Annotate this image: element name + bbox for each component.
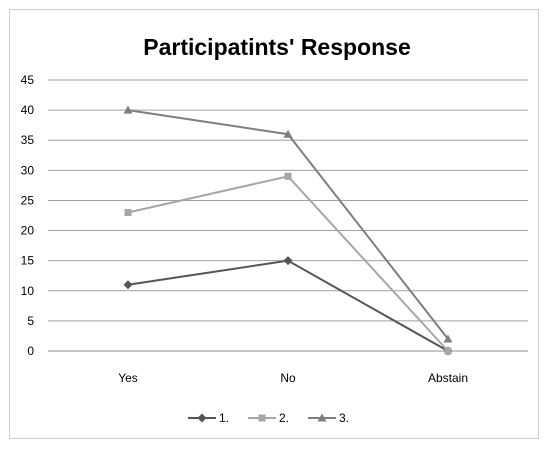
series-2 [124,172,452,355]
y-tick-label: 5 [27,314,34,328]
data-point [124,208,132,216]
series-line [127,109,449,340]
x-axis-ticks: Yes No Abstain [118,371,468,385]
y-tick-label: 15 [21,254,35,268]
series-1 [123,256,453,356]
series-3 [123,105,453,343]
series-line [127,259,449,352]
chart-title: Participatints' Response [143,34,411,60]
data-point [444,347,452,355]
y-tick-label: 35 [21,133,35,147]
legend: 1. 2. 3. [188,411,349,425]
chart-frame: Participatints' Response 0 5 10 15 20 25 30 35 4… [9,9,539,439]
gridlines [48,79,528,352]
legend-label: 1. [219,411,229,425]
line-chart: Participatints' Response 0 5 10 15 20 25 30 35 4… [21,34,528,425]
data-point [443,334,453,343]
data-point [283,129,293,138]
data-point [284,172,292,180]
y-tick-label: 30 [21,163,35,177]
data-point [283,256,293,266]
x-tick-label: Yes [118,371,138,385]
legend-item: 3. [308,411,349,425]
y-tick-label: 45 [21,73,35,87]
data-point [197,413,207,423]
data-point [123,105,133,114]
x-tick-label: No [280,371,296,385]
data-point [317,413,327,422]
y-tick-label: 25 [21,193,35,207]
y-tick-label: 0 [27,344,34,358]
legend-label: 3. [339,411,349,425]
y-tick-label: 20 [21,224,35,238]
y-tick-label: 40 [21,103,35,117]
legend-item: 1. [188,411,229,425]
data-point [258,414,266,422]
y-axis-ticks: 0 5 10 15 20 25 30 35 40 45 [21,73,35,358]
legend-label: 2. [279,411,289,425]
data-point [123,280,133,290]
y-tick-label: 10 [21,284,35,298]
series-layer [123,105,453,356]
legend-item: 2. [248,411,289,425]
x-tick-label: Abstain [428,371,468,385]
